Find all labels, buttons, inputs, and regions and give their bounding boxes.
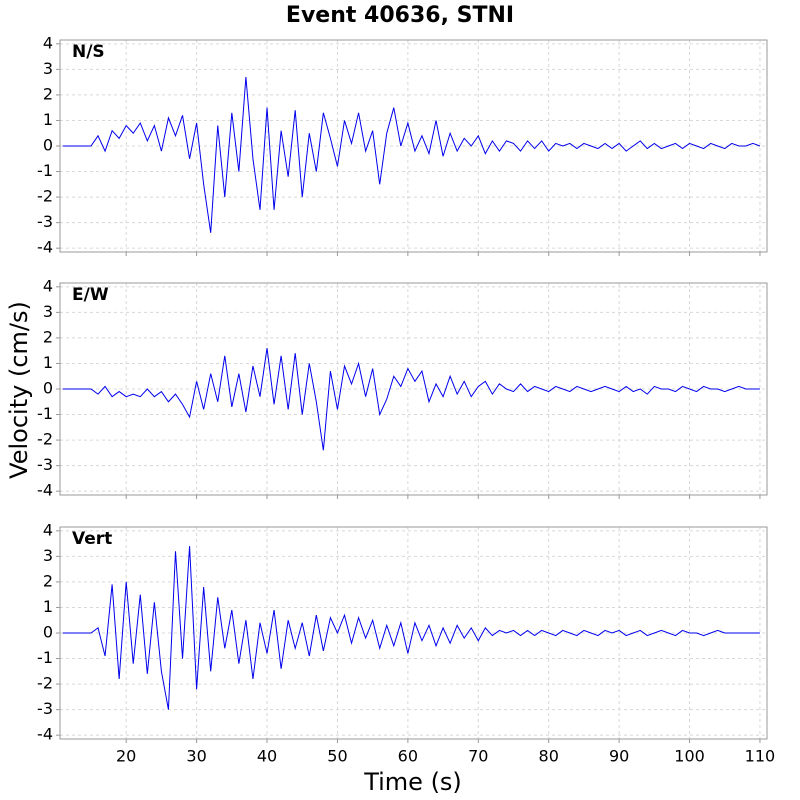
y-tick-label: -2 (37, 187, 53, 206)
y-tick-label: 2 (43, 571, 53, 590)
y-tick-label: 0 (43, 623, 53, 642)
y-tick-label: 4 (43, 33, 53, 52)
y-tick-label: 1 (43, 110, 53, 129)
chart-title: Event 40636, STNI (286, 3, 514, 28)
panel-label: N/S (72, 42, 105, 62)
y-tick-label: -1 (37, 648, 53, 667)
x-tick-label: 90 (609, 747, 629, 766)
y-tick-label: 2 (43, 84, 53, 103)
trace-line (62, 546, 760, 710)
x-tick-label: 110 (745, 747, 776, 766)
y-tick-label: -4 (37, 725, 53, 744)
x-tick-label: 40 (257, 747, 277, 766)
x-tick-label: 80 (539, 747, 559, 766)
y-tick-label: -3 (37, 455, 53, 474)
y-tick-label: 0 (43, 379, 53, 398)
y-tick-label: 4 (43, 520, 53, 539)
x-tick-label: 60 (398, 747, 418, 766)
x-tick-label: 70 (468, 747, 488, 766)
x-tick-label: 30 (186, 747, 206, 766)
y-tick-label: -1 (37, 404, 53, 423)
x-tick-label: 100 (674, 747, 705, 766)
plot-frame (59, 39, 768, 253)
x-axis-label: Time (s) (363, 768, 462, 796)
y-tick-label: -4 (37, 481, 53, 500)
x-tick-label: 50 (327, 747, 347, 766)
x-tick-label: 20 (116, 747, 136, 766)
y-tick-label: -1 (37, 161, 53, 180)
panel-label: E/W (72, 285, 109, 305)
panel-label: Vert (72, 529, 112, 549)
y-tick-label: -2 (37, 430, 53, 449)
y-axis-label: Velocity (cm/s) (5, 301, 33, 479)
y-tick-label: -4 (37, 238, 53, 257)
y-tick-label: 1 (43, 597, 53, 616)
y-tick-label: -3 (37, 212, 53, 231)
y-tick-label: -3 (37, 699, 53, 718)
y-tick-label: 3 (43, 546, 53, 565)
trace-line (62, 76, 761, 233)
y-tick-label: 1 (43, 353, 53, 372)
plot-frame (59, 282, 768, 496)
y-tick-label: 3 (43, 59, 53, 78)
y-tick-label: 0 (43, 136, 53, 155)
plot-frame (59, 526, 768, 740)
y-tick-label: 3 (43, 302, 53, 321)
trace-line (62, 348, 760, 451)
y-tick-label: 2 (43, 327, 53, 346)
y-tick-label: -2 (37, 674, 53, 693)
y-tick-label: 4 (43, 276, 53, 295)
